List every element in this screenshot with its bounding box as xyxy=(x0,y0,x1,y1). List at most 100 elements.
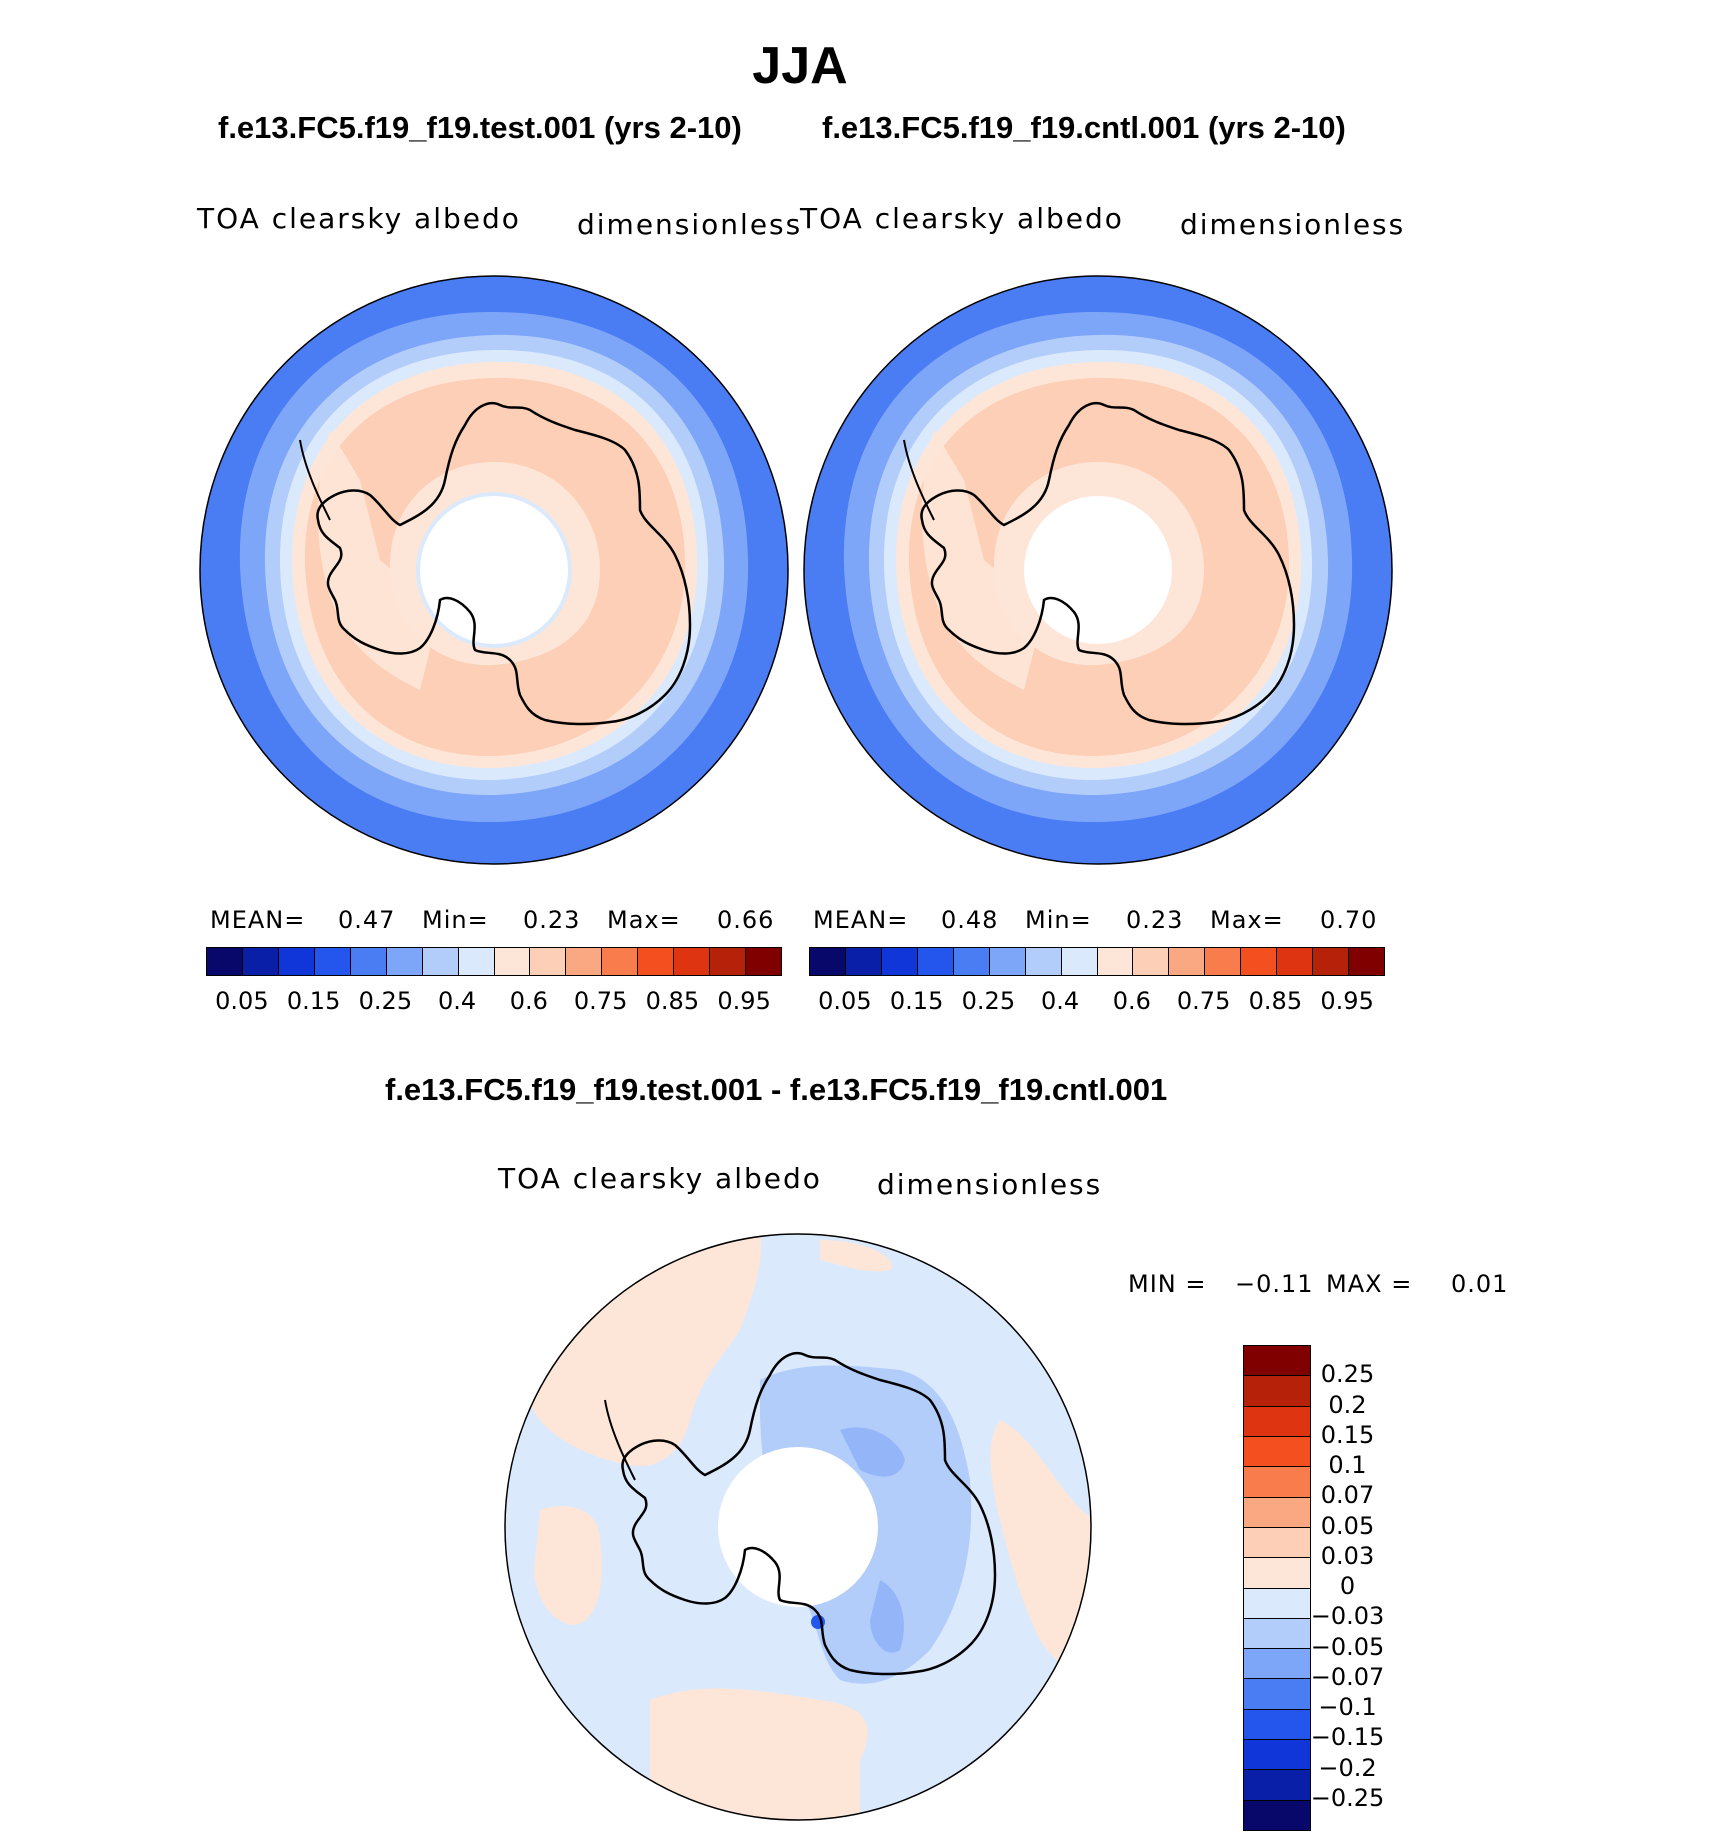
diff-variable-label: TOA clearsky albedo xyxy=(498,1162,822,1195)
diff-colorbar-tick-label: −0.15 xyxy=(1310,1723,1385,1752)
colorbar-swatch xyxy=(989,948,1026,975)
diff-colorbar-tick-label: 0.2 xyxy=(1328,1390,1367,1419)
panel2-colorbar xyxy=(809,947,1385,976)
main-title: JJA xyxy=(752,37,848,95)
panel2-units-label: dimensionless xyxy=(1180,208,1406,241)
colorbar-swatch xyxy=(1205,948,1242,975)
diff-colorbar-swatch xyxy=(1244,1679,1310,1710)
diff-colorbar-swatch xyxy=(1244,1618,1310,1650)
colorbar-tick-label: 0.95 xyxy=(1320,987,1374,1015)
diff-min-label: MIN = xyxy=(1128,1270,1207,1298)
colorbar-tick-label: 0.25 xyxy=(358,987,413,1015)
colorbar-swatch xyxy=(953,948,990,975)
colorbar-swatch xyxy=(746,948,781,975)
diff-colorbar-swatch xyxy=(1244,1406,1310,1437)
colorbar-tick-label: 0.6 xyxy=(1112,987,1151,1015)
panel1-case-title: f.e13.FC5.f19_f19.test.001 (yrs 2-10) xyxy=(218,110,742,145)
diff-colorbar-swatch xyxy=(1244,1436,1310,1468)
colorbar-tick-label: 0.75 xyxy=(1176,987,1231,1015)
diff-colorbar-tick-label: 0.07 xyxy=(1320,1481,1375,1510)
colorbar-swatch xyxy=(566,948,603,975)
diff-colorbar-tick-label: −0.2 xyxy=(1318,1753,1377,1782)
colorbar-swatch xyxy=(314,948,351,975)
colorbar-swatch xyxy=(1313,948,1350,975)
panel1-contour-fill xyxy=(200,276,788,864)
diff-max-label: MAX = xyxy=(1326,1270,1413,1298)
colorbar-swatch xyxy=(917,948,954,975)
colorbar-swatch xyxy=(207,948,243,975)
panel2-mean-label: MEAN= xyxy=(813,906,909,934)
diff-colorbar-swatch xyxy=(1244,1588,1310,1619)
colorbar-swatch xyxy=(1349,948,1384,975)
diff-colorbar-swatch xyxy=(1244,1709,1310,1741)
colorbar-swatch xyxy=(1025,948,1062,975)
diff-colorbar-tick-label: −0.1 xyxy=(1318,1693,1377,1721)
diff-case-title: f.e13.FC5.f19_f19.test.001 - f.e13.FC5.f… xyxy=(385,1072,1168,1107)
diff-colorbar-tick-label: 0.25 xyxy=(1320,1360,1375,1389)
colorbar-tick-label: 0.4 xyxy=(438,987,477,1015)
colorbar-tick-label: 0.25 xyxy=(961,987,1016,1015)
diff-colorbar-tick-label: −0.07 xyxy=(1310,1662,1385,1691)
diff-colorbar-swatch xyxy=(1244,1770,1310,1801)
panel2-min-value: 0.23 xyxy=(1126,906,1184,934)
colorbar-tick-label: 0.05 xyxy=(818,987,872,1015)
panel1-min-value: 0.23 xyxy=(523,906,581,934)
panel1-mean-value: 0.47 xyxy=(338,906,396,934)
colorbar-swatch xyxy=(674,948,711,975)
colorbar-tick-label: 0.6 xyxy=(509,987,548,1015)
panel2-case-title: f.e13.FC5.f19_f19.cntl.001 (yrs 2-10) xyxy=(822,110,1346,145)
panel1-units-label: dimensionless xyxy=(577,208,803,241)
colorbar-swatch xyxy=(530,948,567,975)
panel2-max-label: Max= xyxy=(1210,906,1284,934)
diff-antarctica-coastline xyxy=(621,1351,997,1676)
diff-colorbar-tick-label: −0.03 xyxy=(1310,1602,1385,1631)
colorbar-swatch xyxy=(710,948,747,975)
colorbar-tick-label: 0.4 xyxy=(1041,987,1080,1015)
colorbar-tick-label: 0.05 xyxy=(215,987,269,1015)
colorbar-swatch xyxy=(638,948,675,975)
panel1-colorbar xyxy=(206,947,782,976)
panel1-max-label: Max= xyxy=(607,906,681,934)
diff-colorbar-swatch xyxy=(1244,1740,1310,1771)
colorbar-tick-label: 0.85 xyxy=(645,987,700,1015)
colorbar-swatch xyxy=(602,948,639,975)
diff-colorbar xyxy=(1243,1345,1311,1831)
colorbar-swatch xyxy=(881,948,918,975)
colorbar-swatch xyxy=(350,948,387,975)
colorbar-swatch xyxy=(810,948,846,975)
colorbar-swatch xyxy=(278,948,315,975)
colorbar-tick-label: 0.95 xyxy=(717,987,771,1015)
panel1-max-value: 0.66 xyxy=(717,906,775,934)
diff-colorbar-swatch xyxy=(1244,1346,1310,1377)
diff-colorbar-swatch xyxy=(1244,1497,1310,1528)
diff-colorbar-tick-label: −0.05 xyxy=(1310,1632,1385,1661)
panel1-min-label: Min= xyxy=(422,906,489,934)
colorbar-swatch xyxy=(1061,948,1098,975)
panel2-min-label: Min= xyxy=(1025,906,1092,934)
diff-colorbar-swatch xyxy=(1244,1467,1310,1498)
panel2-contour-fill xyxy=(804,276,1392,864)
colorbar-swatch xyxy=(1169,948,1206,975)
colorbar-tick-label: 0.85 xyxy=(1248,987,1303,1015)
diff-colorbar-swatch xyxy=(1244,1649,1310,1680)
diff-colorbar-tick-label: −0.25 xyxy=(1310,1783,1385,1812)
diff-colorbar-swatch xyxy=(1244,1558,1310,1589)
colorbar-swatch xyxy=(494,948,531,975)
colorbar-swatch xyxy=(845,948,882,975)
colorbar-swatch xyxy=(458,948,495,975)
diff-contour-fill xyxy=(505,1234,1091,1820)
diff-colorbar-swatch xyxy=(1244,1527,1310,1559)
diff-colorbar-tick-label: 0.05 xyxy=(1320,1511,1375,1540)
diff-colorbar-tick-label: 0.1 xyxy=(1328,1451,1367,1479)
panel1-antarctica-coastline xyxy=(316,401,692,726)
colorbar-swatch xyxy=(1097,948,1134,975)
diff-colorbar-tick-label: 0.15 xyxy=(1320,1420,1375,1449)
colorbar-tick-label: 0.15 xyxy=(286,987,341,1015)
diff-colorbar-tick-label: 0 xyxy=(1339,1572,1356,1600)
diff-units-label: dimensionless xyxy=(877,1168,1103,1201)
diff-colorbar-swatch xyxy=(1244,1376,1310,1407)
colorbar-swatch xyxy=(242,948,279,975)
colorbar-swatch xyxy=(422,948,459,975)
panel2-max-value: 0.70 xyxy=(1320,906,1378,934)
panel1-variable-label: TOA clearsky albedo xyxy=(197,202,521,235)
